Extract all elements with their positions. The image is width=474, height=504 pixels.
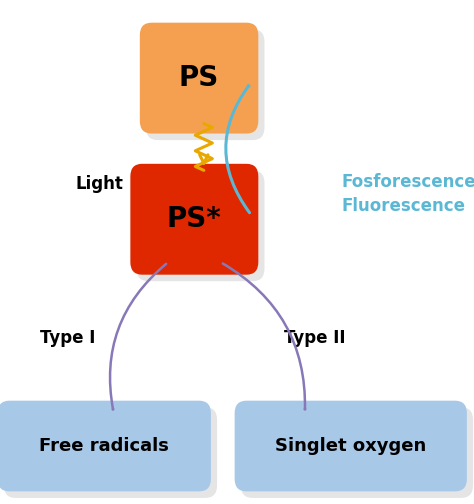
FancyBboxPatch shape [146,29,264,140]
Text: PS*: PS* [167,205,222,233]
Text: Light: Light [75,175,123,193]
FancyArrowPatch shape [223,264,305,409]
FancyArrowPatch shape [226,86,249,213]
FancyBboxPatch shape [130,164,258,275]
FancyBboxPatch shape [137,170,264,281]
Text: Free radicals: Free radicals [39,437,169,455]
FancyBboxPatch shape [4,407,217,498]
Text: Type II: Type II [284,329,346,347]
FancyArrowPatch shape [110,264,166,409]
Text: Singlet oxygen: Singlet oxygen [275,437,427,455]
FancyBboxPatch shape [0,401,211,491]
FancyBboxPatch shape [140,23,258,134]
FancyBboxPatch shape [241,407,473,498]
Text: Fosforescence
Fluorescence: Fosforescence Fluorescence [341,173,474,215]
Text: Type I: Type I [40,329,96,347]
FancyBboxPatch shape [235,401,467,491]
Text: PS: PS [179,64,219,92]
